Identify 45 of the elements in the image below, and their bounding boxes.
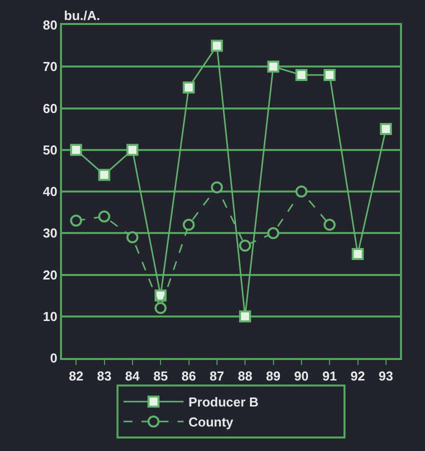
x-tick-label: 85 [153, 368, 168, 384]
legend-label: Producer B [188, 394, 259, 410]
point [324, 68, 336, 81]
point [210, 181, 223, 194]
y-tick-label: 60 [42, 100, 58, 116]
y-tick-label: 30 [42, 226, 58, 241]
point [182, 218, 195, 231]
point [210, 40, 223, 52]
point [98, 168, 110, 181]
legend-label: County [188, 414, 234, 430]
x-tick-label: 88 [238, 368, 252, 384]
point [352, 248, 364, 260]
point [239, 310, 252, 322]
x-tick-label: 83 [97, 368, 112, 384]
y-axis-title: bu./A. [64, 8, 100, 23]
y-tick-label: 40 [42, 184, 58, 200]
x-tick-label: 89 [266, 368, 280, 384]
point [324, 218, 336, 231]
y-tick-label: 0 [50, 350, 58, 366]
x-tick-label: 84 [125, 368, 140, 384]
point [126, 144, 138, 156]
y-tick-label: 10 [42, 308, 58, 324]
x-tick-label: 90 [294, 368, 309, 384]
x-tick-label: 87 [210, 368, 224, 384]
point [380, 123, 392, 136]
point [154, 302, 167, 314]
point [267, 227, 280, 240]
x-tick-label: 82 [68, 368, 84, 384]
point [239, 240, 252, 252]
point [182, 81, 195, 94]
point [295, 186, 308, 198]
point [70, 144, 82, 156]
point [98, 210, 110, 222]
point [70, 214, 82, 227]
point [126, 231, 138, 244]
y-tick-label: 50 [42, 142, 58, 158]
y-tick-label: 70 [42, 59, 58, 74]
point [267, 60, 280, 73]
x-tick-label: 93 [378, 368, 394, 384]
x-tick-label: 91 [322, 368, 337, 384]
y-tick-label: 80 [42, 18, 58, 33]
y-tick-label: 20 [42, 267, 58, 282]
x-tick-label: 92 [350, 368, 365, 384]
point [295, 68, 308, 81]
x-tick-label: 86 [182, 368, 196, 384]
